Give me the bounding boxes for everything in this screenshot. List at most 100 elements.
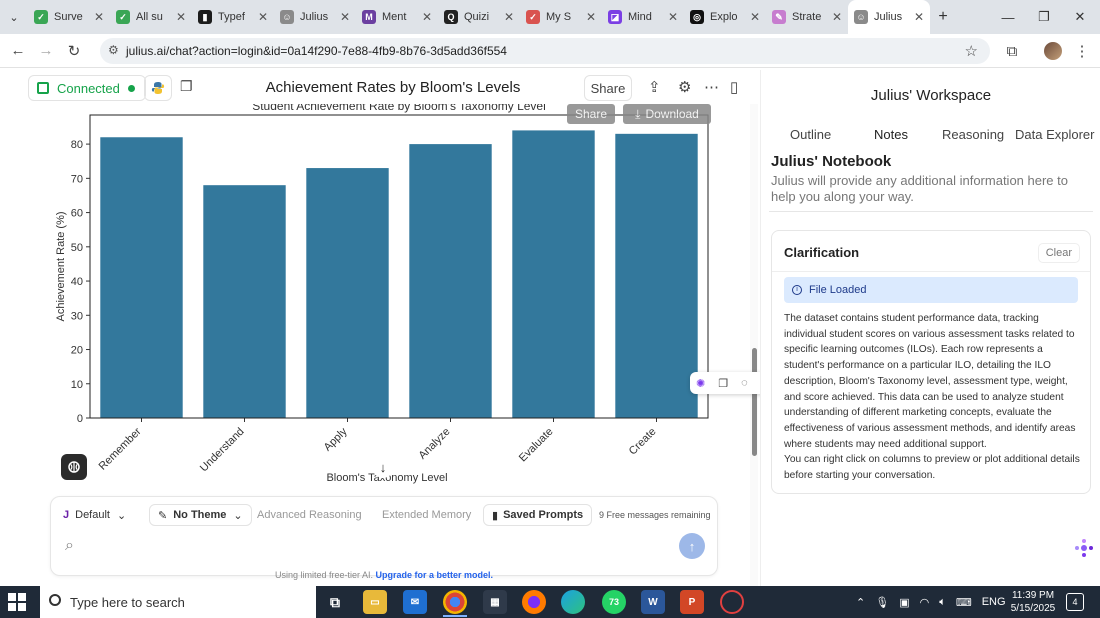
- chat-scrollbar-thumb[interactable]: [752, 348, 757, 456]
- send-button[interactable]: ↑: [679, 533, 705, 559]
- browser-tab[interactable]: ✓ Surve ✕: [28, 0, 110, 34]
- chart-download-button[interactable]: ⤓ Download: [623, 104, 711, 124]
- keyboard-icon[interactable]: ⌨: [955, 596, 972, 609]
- tab-close-icon[interactable]: ✕: [831, 10, 842, 24]
- comment-icon[interactable]: ◌: [741, 377, 748, 389]
- theme-label: No Theme: [173, 509, 227, 521]
- browser-tab[interactable]: ✓ My S ✕: [520, 0, 602, 34]
- url-field[interactable]: ⚙ julius.ai/chat?action=login&id=0a14f29…: [100, 38, 990, 64]
- browser-tab[interactable]: Q Quizi ✕: [438, 0, 520, 34]
- tab-close-icon[interactable]: ✕: [749, 10, 760, 24]
- close-window-icon[interactable]: ✕: [1074, 9, 1086, 24]
- edge-icon[interactable]: [561, 590, 585, 614]
- file-explorer-icon[interactable]: ▭: [363, 590, 387, 614]
- task-view-icon[interactable]: ⧉: [330, 593, 340, 610]
- connected-status[interactable]: Connected: [28, 75, 146, 101]
- store-icon[interactable]: ▦: [483, 590, 507, 614]
- julius-floating-logo-icon[interactable]: [1074, 538, 1094, 563]
- chat-title: Achievement Rates by Bloom's Levels: [265, 79, 521, 96]
- forward-arrow-icon[interactable]: →: [38, 42, 54, 59]
- taskbar-clock[interactable]: 11:39 PM 5/15/2025: [1004, 589, 1062, 615]
- saved-prompts-button[interactable]: ▮ Saved Prompts: [483, 504, 593, 526]
- tab-data-explorer[interactable]: Data Explorer: [1015, 127, 1095, 142]
- tab-close-icon[interactable]: ✕: [257, 10, 268, 24]
- upload-icon[interactable]: ⇪: [648, 79, 661, 96]
- tab-close-icon[interactable]: ✕: [175, 10, 186, 24]
- profile-avatar[interactable]: [1044, 42, 1062, 60]
- workspace-title: Julius' Workspace: [870, 87, 992, 104]
- copy-icon[interactable]: ❐: [718, 377, 729, 390]
- bookmark-star-icon[interactable]: ☆: [964, 43, 978, 60]
- screen-recorder-icon[interactable]: [720, 590, 744, 614]
- advanced-reasoning-toggle[interactable]: Advanced Reasoning: [257, 509, 362, 521]
- chart-share-button[interactable]: Share: [567, 104, 615, 124]
- network-status-icon[interactable]: ▣: [899, 596, 910, 609]
- restore-icon[interactable]: ❐: [1038, 9, 1050, 24]
- tab-close-icon[interactable]: ✕: [503, 10, 514, 24]
- browser-tab[interactable]: ☺ Julius ✕: [848, 0, 930, 34]
- extended-memory-toggle[interactable]: Extended Memory: [382, 509, 472, 521]
- browser-tab[interactable]: ✎ Strate ✕: [766, 0, 848, 34]
- site-settings-icon[interactable]: ⚙: [108, 43, 119, 57]
- browser-tab[interactable]: ◎ Explo ✕: [684, 0, 766, 34]
- browser-tab[interactable]: M Ment ✕: [356, 0, 438, 34]
- chevron-up-icon[interactable]: ⌃: [856, 596, 866, 609]
- scroll-down-arrow-icon[interactable]: ↓: [372, 456, 394, 478]
- browser-tab[interactable]: ◪ Mind ✕: [602, 0, 684, 34]
- database-icon: [37, 82, 49, 94]
- tab-outline[interactable]: Outline: [790, 127, 832, 142]
- microphone-icon[interactable]: 🎙︎: [875, 596, 890, 609]
- new-tab-button[interactable]: +: [938, 8, 948, 25]
- url-text: julius.ai/chat?action=login&id=0a14f290-…: [126, 44, 507, 58]
- tab-close-icon[interactable]: ✕: [667, 10, 678, 24]
- y-tick-label: 50: [71, 242, 83, 254]
- minimize-icon[interactable]: —: [1001, 9, 1015, 25]
- clear-button[interactable]: Clear: [1037, 243, 1080, 263]
- chrome-icon[interactable]: [443, 590, 467, 614]
- extensions-puzzle-icon[interactable]: ⧉: [1006, 42, 1018, 60]
- chat-scrollbar-track[interactable]: [750, 104, 758, 586]
- windows-start-icon[interactable]: [8, 593, 26, 616]
- settings-gear-icon[interactable]: ⚙: [678, 79, 692, 96]
- model-selector[interactable]: J Default ⌄: [63, 504, 126, 526]
- tab-search-chevron-icon[interactable]: ⌄: [9, 11, 19, 24]
- language-indicator[interactable]: ENG: [981, 596, 1006, 608]
- clarification-hint: You can right click on columns to previe…: [784, 454, 1080, 482]
- tab-close-icon[interactable]: ✕: [93, 10, 104, 24]
- brain-icon[interactable]: ✺: [696, 377, 706, 390]
- share-button[interactable]: Share: [584, 75, 632, 101]
- notification-center-icon[interactable]: 4: [1066, 593, 1084, 611]
- more-options-icon[interactable]: ⋯: [704, 79, 719, 96]
- volume-icon[interactable]: 🔈︎: [939, 595, 946, 608]
- powerpoint-icon[interactable]: P: [680, 590, 704, 614]
- python-icon[interactable]: [144, 75, 172, 101]
- browser-tab[interactable]: ▮ Typef ✕: [192, 0, 274, 34]
- wifi-icon[interactable]: ◠: [919, 596, 930, 609]
- whatsapp-icon[interactable]: 73: [602, 590, 626, 614]
- upgrade-link[interactable]: Upgrade for a better model.: [375, 570, 494, 580]
- taskbar-search-field[interactable]: Type here to search: [40, 586, 316, 618]
- browser-tab[interactable]: ✓ All su ✕: [110, 0, 192, 34]
- paperclip-icon[interactable]: ⌕: [65, 537, 74, 554]
- julius-brain-icon[interactable]: [61, 454, 87, 480]
- back-arrow-icon[interactable]: ←: [10, 42, 26, 59]
- firefox-icon[interactable]: [522, 590, 546, 614]
- tab-reasoning[interactable]: Reasoning: [942, 127, 1005, 142]
- y-tick-label: 40: [71, 276, 83, 288]
- toggle-panel-icon[interactable]: ▯: [730, 79, 739, 96]
- tab-close-icon[interactable]: ✕: [339, 10, 350, 24]
- tab-favicon-icon: ✓: [526, 10, 540, 24]
- mail-icon[interactable]: ✉: [403, 590, 427, 614]
- theme-selector[interactable]: ✎ No Theme ⌄: [149, 504, 252, 526]
- copy-icon[interactable]: ❐: [180, 78, 193, 94]
- tab-close-icon[interactable]: ✕: [913, 10, 924, 24]
- chart-bar: [306, 168, 389, 418]
- tab-notes[interactable]: Notes: [874, 127, 908, 142]
- active-app-indicator: [443, 615, 467, 617]
- browser-tab[interactable]: ☺ Julius ✕: [274, 0, 356, 34]
- tab-close-icon[interactable]: ✕: [585, 10, 596, 24]
- tab-close-icon[interactable]: ✕: [421, 10, 432, 24]
- browser-menu-kebab-icon[interactable]: ⋮: [1074, 43, 1090, 60]
- word-icon[interactable]: W: [641, 590, 665, 614]
- reload-icon[interactable]: ↻: [67, 42, 81, 60]
